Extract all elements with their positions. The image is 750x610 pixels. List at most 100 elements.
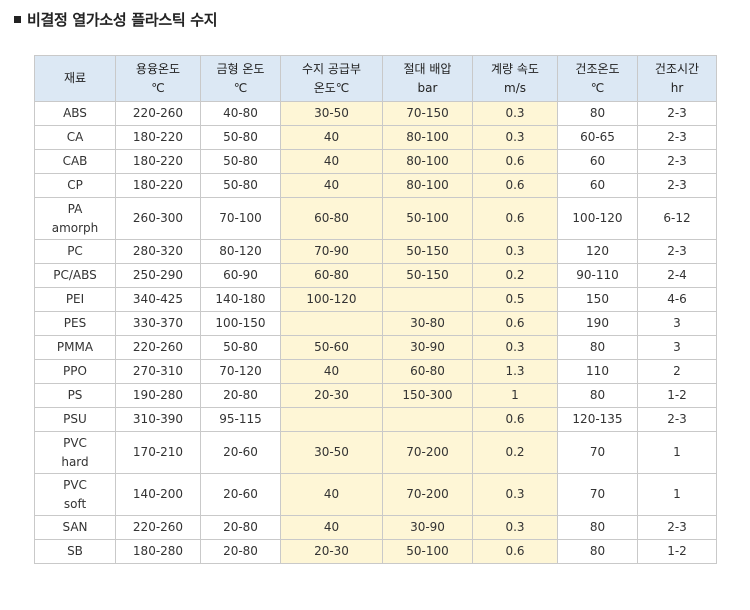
material-name-line: PC/ABS [53,268,97,282]
material-cell: CA [34,125,116,150]
resin-data-table: 재료 용융온도 ℃ 금형 온도 ℃ 수지 공급부 온도℃ 절대 배압 bar 계량 속도 m/s 건조… [34,55,717,564]
table-cell: 50-80 [200,335,281,360]
table-cell: 1-2 [637,383,717,408]
table-cell: 70-120 [200,359,281,384]
table-cell: 180-280 [115,539,201,564]
table-cell: 80 [557,539,638,564]
table-cell: 0.3 [472,239,558,264]
table-cell: 3 [637,311,717,336]
table-cell: 2-3 [637,407,717,432]
material-name-line: PEI [65,292,85,306]
table-cell: 180-220 [115,149,201,174]
table-cell: 80 [557,515,638,540]
material-name-line: PA [67,201,83,216]
column-header-line: ℃ [233,80,248,95]
table-cell: 310-390 [115,407,201,432]
table-cell: 2-3 [637,239,717,264]
material-cell: PC [34,239,116,264]
material-name-line: PVC [63,435,87,450]
table-cell: 80 [557,335,638,360]
table-row: PA amorph 260-300 70-100 60-80 50-100 0.6 100-1… [34,197,717,240]
material-cell: PSU [34,407,116,432]
table-cell: 1 [472,383,558,408]
material-name-line: CP [67,178,83,192]
table-cell: 140-200 [115,473,201,516]
material-name-line: CA [66,130,84,144]
table-cell: 2-3 [637,125,717,150]
table-row: SAN 220-260 20-80 40 30-90 0.3 80 2-3 [34,515,717,540]
table-cell: 0.5 [472,287,558,312]
table-cell: 150-300 [382,383,473,408]
table-cell: 20-60 [200,431,281,474]
page-title: 비결정 열가소성 플라스틱 수지 [14,8,218,30]
table-row: SB 180-280 20-80 20-30 50-100 0.6 80 1-2 [34,539,717,564]
table-header: 재료 용융온도 ℃ 금형 온도 ℃ 수지 공급부 온도℃ 절대 배압 bar 계량 속도 m/s 건조… [34,55,717,102]
material-name-line: SAN [62,520,88,534]
material-cell: PC/ABS [34,263,116,288]
table-cell: 30-50 [280,431,383,474]
material-name-line: PES [63,316,87,330]
table-cell: 250-290 [115,263,201,288]
table-cell: 30-50 [280,101,383,126]
table-cell: 50-80 [200,125,281,150]
table-cell: 40-80 [200,101,281,126]
table-cell: 60-80 [280,263,383,288]
column-header-line: bar [417,80,438,95]
material-name-line: amorph [51,220,99,235]
column-header: 건조온도 ℃ [557,55,638,102]
table-cell: 30-90 [382,515,473,540]
table-cell: 220-260 [115,515,201,540]
table-cell: 50-150 [382,263,473,288]
table-cell: 40 [280,359,383,384]
table-cell: 40 [280,515,383,540]
material-cell: ABS [34,101,116,126]
table-cell: 150 [557,287,638,312]
table-cell: 1.3 [472,359,558,384]
table-cell: 90-110 [557,263,638,288]
column-header-line: 용융온도 [135,61,181,76]
column-header-line: 절대 배압 [403,61,452,76]
table-cell: 80 [557,383,638,408]
table-cell: 50-100 [382,197,473,240]
table-cell: 280-320 [115,239,201,264]
table-cell: 50-150 [382,239,473,264]
table-cell: 0.6 [472,149,558,174]
table-cell: 0.3 [472,125,558,150]
column-header: 재료 [34,55,116,102]
table-row: CAB 180-220 50-80 40 80-100 0.6 60 2-3 [34,149,717,174]
material-name-line: SB [67,544,83,558]
table-cell: 1 [637,473,717,516]
material-cell: PS [34,383,116,408]
table-cell: 20-30 [280,383,383,408]
table-cell: 100-120 [280,287,383,312]
table-cell: 60 [557,173,638,198]
table-cell: 60 [557,149,638,174]
table-cell: 4-6 [637,287,717,312]
square-bullet-icon [14,15,21,23]
material-cell: PVC hard [34,431,116,474]
table-row: PVC soft 140-200 20-60 40 70-200 0.3 70 1 [34,473,717,516]
table-cell: 40 [280,149,383,174]
table-cell: 220-260 [115,335,201,360]
table-row: PC/ABS 250-290 60-90 60-80 50-150 0.2 90-110 2-… [34,263,717,288]
table-cell: 260-300 [115,197,201,240]
table-cell: 30-80 [382,311,473,336]
column-header: 용융온도 ℃ [115,55,201,102]
table-cell: 270-310 [115,359,201,384]
column-header-line: 온도℃ [313,80,350,95]
table-row: PVC hard 170-210 20-60 30-50 70-200 0.2 70 1 [34,431,717,474]
material-name-line: ABS [63,106,87,120]
table-cell: 70 [557,473,638,516]
table-cell: 70-200 [382,473,473,516]
material-cell: PPO [34,359,116,384]
column-header-line: 수지 공급부 [301,61,361,76]
table-row: PEI 340-425 140-180 100-120 0.5 150 4-6 [34,287,717,312]
table-row: ABS 220-260 40-80 30-50 70-150 0.3 80 2-3 [34,101,717,126]
table-cell: 0.3 [472,335,558,360]
table-cell [382,407,473,432]
table-cell: 0.6 [472,539,558,564]
material-name-line: PMMA [56,340,94,354]
material-cell: PVC soft [34,473,116,516]
column-header-line: 건조온도 [575,61,620,76]
table-row: PS 190-280 20-80 20-30 150-300 1 80 1-2 [34,383,717,408]
